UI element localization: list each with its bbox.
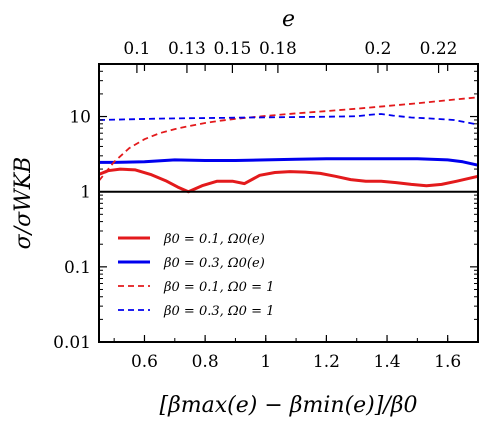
legend-label-2: β0 = 0.3, Ω0(e): [163, 256, 265, 271]
series-line-4: [98, 113, 479, 126]
x-tick-label: 1.2: [313, 352, 340, 372]
ticks-layer: 0.6 0.8 1 1.2 1.4 1.6 0.01 0.1 1 10 0.1 0.13 0.15 0.1…: [53, 39, 479, 372]
x-tick-label: 1.6: [434, 352, 461, 372]
x-tick-label: 1: [260, 352, 271, 372]
legend-label-3: β0 = 0.1, Ω0 = 1: [163, 280, 274, 295]
legend: β0 = 0.1, Ω0(e) β0 = 0.3, Ω0(e) β0 = 0.1, …: [118, 232, 274, 319]
x-tick-label: 1.4: [374, 352, 401, 372]
top-axis-label: e: [282, 7, 295, 32]
top-tick-label: 0.22: [420, 39, 458, 59]
legend-label-1: β0 = 0.1, Ω0(e): [163, 232, 265, 247]
y-tick-label: 0.1: [64, 258, 91, 278]
legend-label-4: β0 = 0.3, Ω0 = 1: [163, 304, 274, 319]
top-tick-label: 0.13: [168, 39, 206, 59]
series-layer: [98, 96, 479, 194]
y-axis-label: σ/σWKB: [11, 157, 36, 250]
top-tick-label: 0.1: [123, 39, 150, 59]
y-tick-label: 10: [69, 108, 91, 128]
top-tick-label: 0.15: [213, 39, 251, 59]
y-tick-label: 0.01: [53, 333, 91, 353]
x-axis-label: [βmax(e) − βmin(e)]/β0: [160, 393, 418, 418]
series-line-1: [98, 167, 479, 194]
top-tick-label: 0.18: [259, 39, 297, 59]
series-line-2: [99, 157, 479, 167]
x-tick-label: 0.8: [192, 352, 219, 372]
top-tick-label: 0.2: [364, 39, 391, 59]
y-tick-label: 1: [80, 183, 91, 203]
series-line-3: [98, 96, 479, 182]
plot-frame: [98, 63, 479, 343]
x-tick-label: 0.6: [131, 352, 158, 372]
